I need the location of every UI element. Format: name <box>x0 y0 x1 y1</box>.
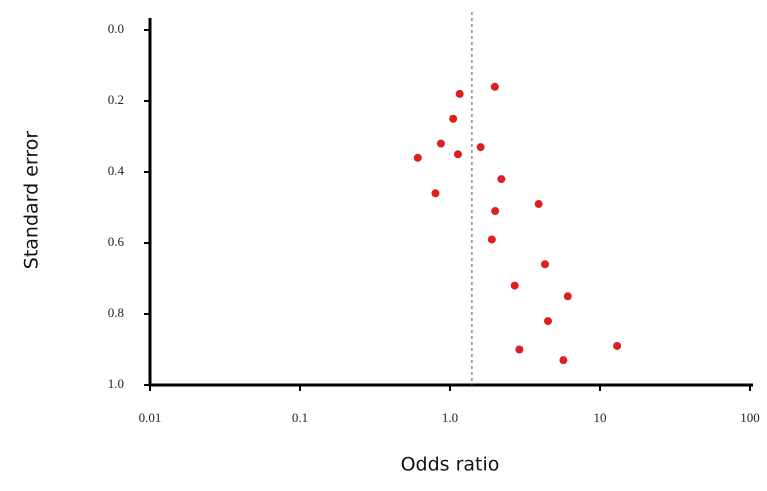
x-tick-label: 0.01 <box>139 410 162 425</box>
point <box>491 207 500 216</box>
point <box>543 317 552 326</box>
y-axis-label: Standard error <box>21 131 43 270</box>
point <box>510 281 519 290</box>
point <box>559 356 568 365</box>
x-tick-label: 100 <box>740 410 760 425</box>
x-tick-label: 10 <box>594 410 607 425</box>
y-tick-label: 0.6 <box>108 234 125 249</box>
point <box>541 260 550 269</box>
y-tick-label: 0.4 <box>108 163 125 178</box>
point <box>476 143 485 152</box>
x-axis-label: Odds ratio <box>401 454 500 476</box>
point <box>453 150 462 159</box>
point <box>490 82 499 91</box>
point <box>487 235 496 244</box>
point <box>534 199 543 208</box>
y-tick-label: 0.2 <box>108 92 124 107</box>
x-tick-label: 1.0 <box>442 410 458 425</box>
point <box>563 292 572 301</box>
point <box>515 345 524 354</box>
point <box>455 89 464 98</box>
point <box>449 114 458 123</box>
x-tick-label: 0.1 <box>292 410 308 425</box>
point <box>431 189 440 198</box>
y-tick-label: 0.8 <box>108 305 124 320</box>
point <box>497 175 506 184</box>
point <box>413 153 422 162</box>
y-tick-label: 0.0 <box>108 21 124 36</box>
point <box>436 139 445 148</box>
y-tick-label: 1.0 <box>108 376 124 391</box>
point <box>613 341 622 350</box>
